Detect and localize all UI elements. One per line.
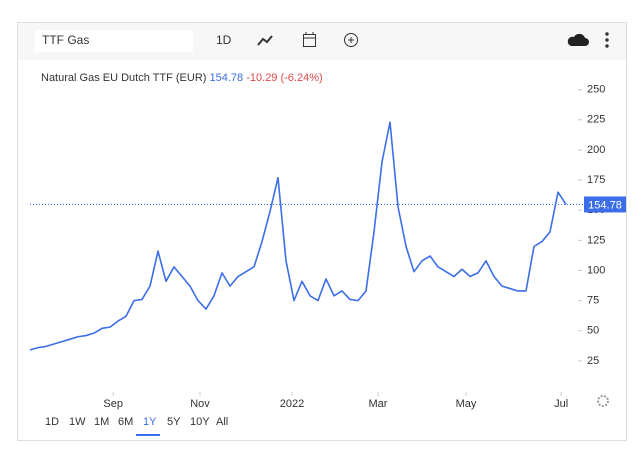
y-tick-label: 225 xyxy=(587,114,605,126)
legend-change: -10.29 (-6.24%) xyxy=(246,72,322,84)
y-tick-label: 75 xyxy=(587,295,599,307)
settings-icon[interactable] xyxy=(597,395,609,407)
price-line xyxy=(29,121,567,351)
add-indicator-icon[interactable] xyxy=(344,33,358,47)
x-tick-label: Sep xyxy=(103,398,123,410)
range-button[interactable]: 1M xyxy=(94,416,109,428)
plot: 255075100125150175200225250SepNov2022Mar… xyxy=(29,84,626,410)
y-tick-label: 200 xyxy=(587,144,605,156)
range-selector: 1D 1W 1M 6M 1Y 5Y 10Y All xyxy=(45,416,228,436)
x-tick-label: Nov xyxy=(190,398,210,410)
menu-icon[interactable] xyxy=(605,32,609,48)
y-tick-label: 50 xyxy=(587,325,599,337)
range-button[interactable]: 1Y xyxy=(143,416,157,428)
download-icon[interactable] xyxy=(567,33,589,46)
frame xyxy=(17,22,627,441)
last-price-label: 154.78 xyxy=(588,199,622,211)
range-button[interactable]: 5Y xyxy=(167,416,181,428)
legend-title: Natural Gas EU Dutch TTF (EUR) xyxy=(41,72,206,84)
range-button[interactable]: 6M xyxy=(118,416,133,428)
x-tick-label: May xyxy=(456,398,477,410)
search-text[interactable]: TTF Gas xyxy=(42,33,89,47)
search-box[interactable] xyxy=(35,30,193,52)
range-button[interactable]: All xyxy=(216,416,228,428)
y-tick-label: 125 xyxy=(587,234,605,246)
range-button[interactable]: 10Y xyxy=(190,416,210,428)
x-tick-label: Mar xyxy=(369,398,388,410)
x-tick-label: Jul xyxy=(554,398,568,410)
legend: Natural Gas EU Dutch TTF (EUR) 154.78 -1… xyxy=(41,72,323,84)
legend-value: 154.78 xyxy=(210,72,244,84)
y-tick-label: 175 xyxy=(587,174,605,186)
range-active-underline xyxy=(136,434,160,436)
calendar-icon[interactable] xyxy=(303,32,316,47)
interval-button[interactable]: 1D xyxy=(216,33,232,47)
y-tick-label: 25 xyxy=(587,355,599,367)
y-tick-label: 250 xyxy=(587,84,605,96)
range-button[interactable]: 1D xyxy=(45,416,59,428)
line-type-icon[interactable] xyxy=(257,35,273,46)
range-button[interactable]: 1W xyxy=(69,416,86,428)
x-tick-label: 2022 xyxy=(280,398,304,410)
last-price-box xyxy=(584,196,626,213)
y-tick-label: 100 xyxy=(587,264,605,276)
